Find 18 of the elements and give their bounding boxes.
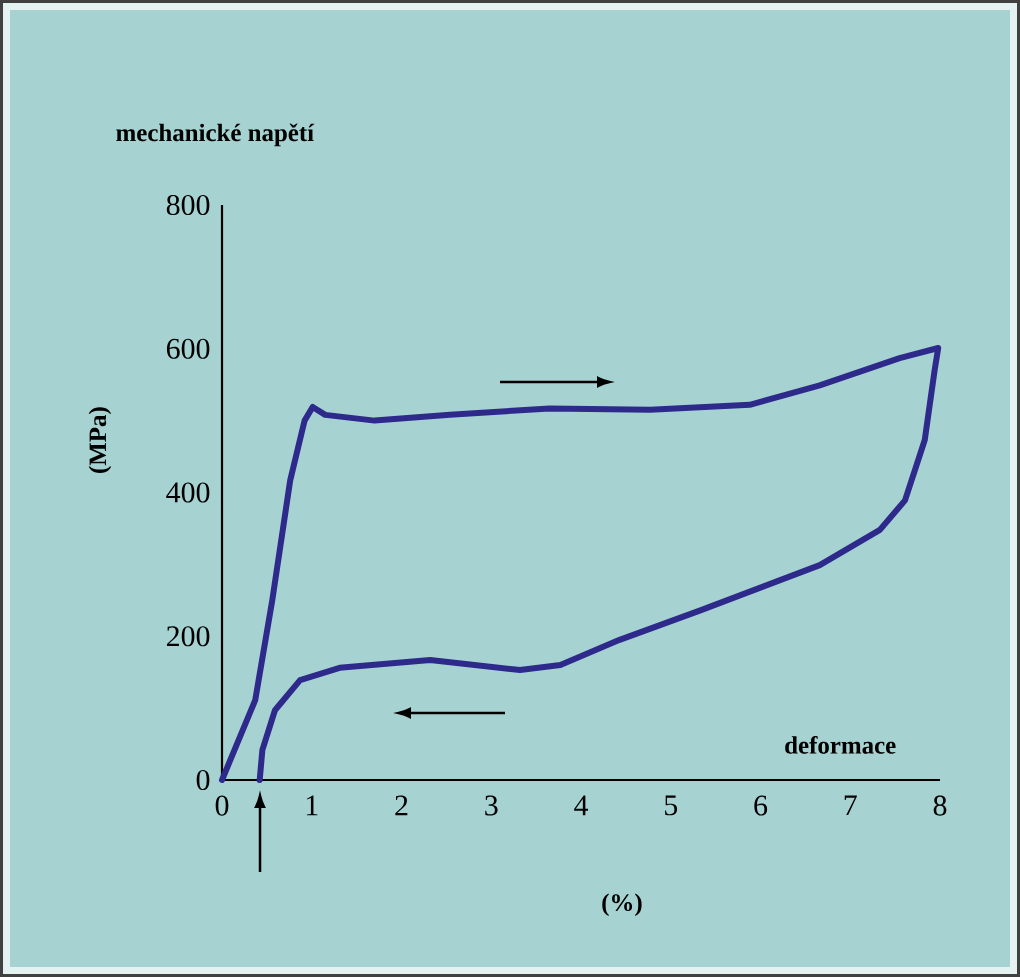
- x-tick-label: 5: [665, 795, 678, 816]
- text: (MPa): [88, 407, 112, 473]
- y-tick-label: 800: [166, 194, 210, 216]
- y-tick-label: 400: [166, 482, 210, 503]
- x-tick-label: 4: [574, 795, 589, 816]
- x-tick-label: 8: [933, 795, 947, 816]
- x-tick-label: 2: [395, 795, 408, 816]
- y-tick-label: 0: [196, 769, 210, 791]
- x-tick-label: 6: [754, 795, 768, 816]
- y-axis-title: mechanické napětí: [116, 123, 315, 147]
- x-tick-label: 0: [215, 795, 229, 816]
- x-axis-title: deformace: [785, 736, 896, 754]
- x-tick-label: 7: [844, 795, 857, 816]
- text: (%): [602, 893, 642, 917]
- y-tick-label: 600: [166, 338, 210, 359]
- y-tick-label: 200: [166, 626, 210, 647]
- x-tick-label: 3: [485, 795, 498, 816]
- x-tick-label: 1: [306, 795, 318, 816]
